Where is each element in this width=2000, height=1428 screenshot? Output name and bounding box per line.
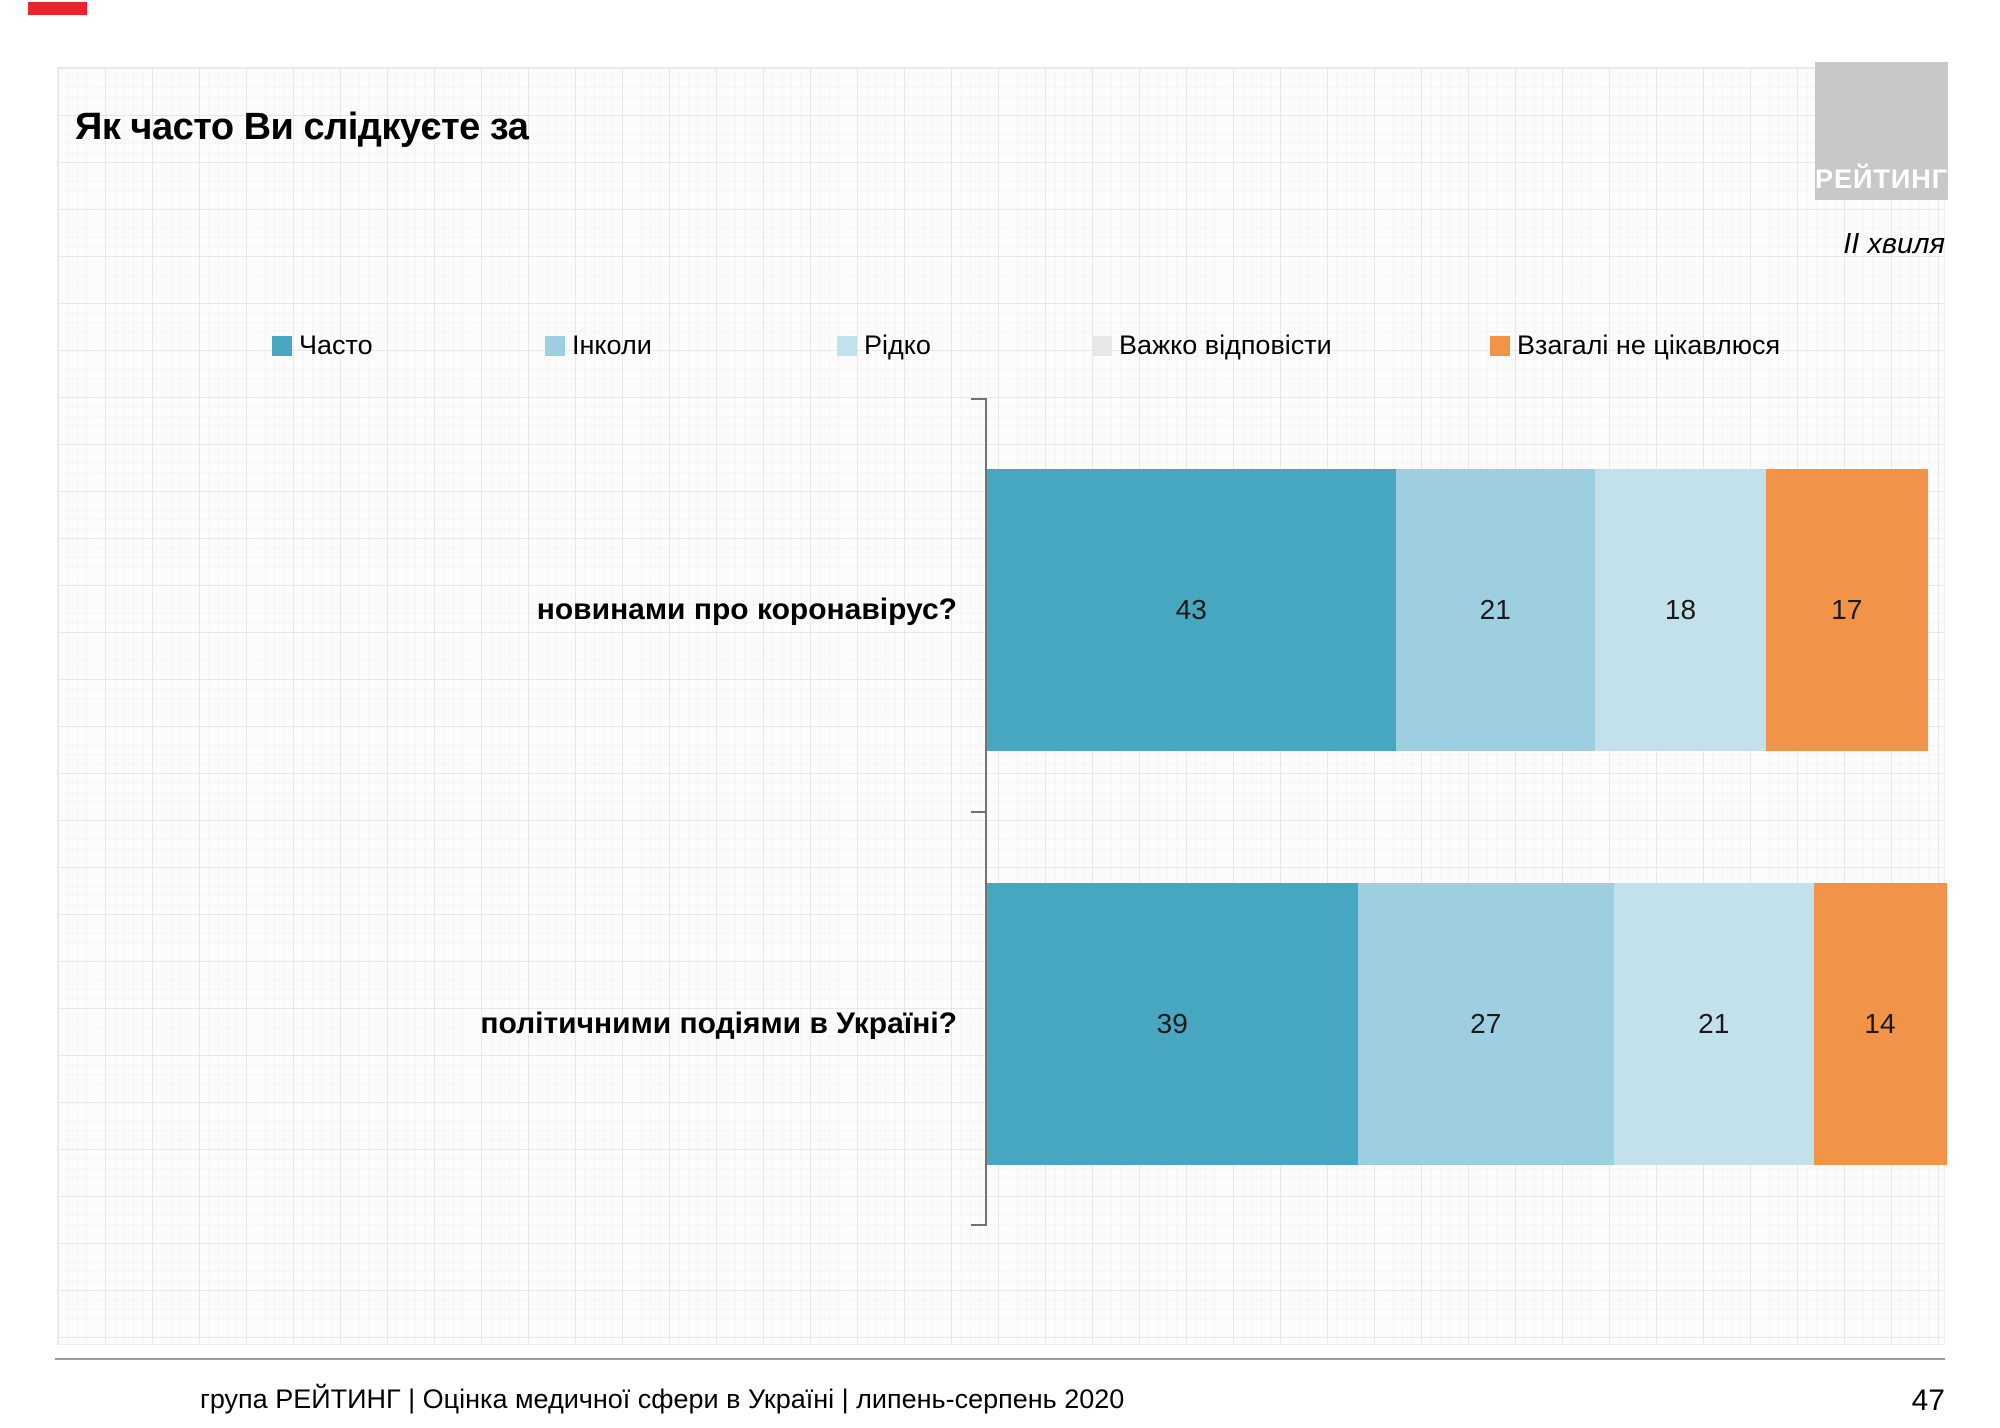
bar-value-label: 18 [1664, 594, 1697, 625]
legend-swatch-icon [272, 335, 292, 356]
bar-value-label: 39 [1156, 1008, 1188, 1039]
legend-swatch-icon [545, 335, 565, 356]
legend-label: Рідко [864, 330, 931, 360]
legend-label: Важко відповісти [1119, 330, 1332, 360]
bar-chart: новинами про коронавірус? 43 21 18 17 політич… [480, 398, 1957, 1226]
bar-value-label: 27 [1470, 1008, 1502, 1039]
bar-category-label: новинами про коронавірус? [536, 593, 957, 626]
bar-track: 43 21 18 17 [987, 469, 1928, 751]
bar-value-label: 21 [1698, 1008, 1730, 1039]
legend-swatch-icon [1092, 335, 1112, 356]
category-axis-line [985, 398, 987, 1226]
page-number: 47 [1911, 1384, 1945, 1417]
legend-label: Інколи [572, 330, 652, 360]
bar-segment: 21 [1614, 883, 1814, 1165]
legend-item: Взагалі не цікавлюся [1490, 330, 1780, 361]
bar-segment: 27 [1357, 883, 1614, 1165]
bar-segment: 39 [987, 883, 1358, 1165]
legend-item: Рідко [837, 330, 931, 361]
bar-value-label: 17 [1831, 594, 1863, 625]
legend-item: Часто [272, 330, 373, 361]
axis-tick [971, 398, 985, 400]
bar-segment: 43 [987, 469, 1396, 751]
logo-text: РЕЙТИНГ [1814, 164, 1949, 194]
legend-item: Важко відповісти [1092, 330, 1332, 361]
bar-track: 39 27 21 14 [987, 883, 1947, 1165]
page-title: Як часто Ви слідкуєте за [75, 106, 529, 148]
bar-segment: 21 [1395, 469, 1595, 751]
footer-text: група РЕЙТИНГ | Оцінка медичної сфери в … [200, 1384, 1125, 1414]
legend-label: Часто [299, 330, 373, 360]
bar-value-label: 21 [1479, 594, 1511, 625]
legend-swatch-icon [837, 335, 857, 356]
bar-segment: 18 [1595, 469, 1766, 751]
bar-segment: 17 [1766, 469, 1928, 751]
rating-group-logo: РЕЙТИНГ [1815, 62, 1948, 200]
red-corner-mark [28, 2, 87, 15]
bar-row: політичними подіями в Україні? 39 27 21 14 [480, 883, 1947, 1165]
footer-divider [55, 1358, 1945, 1360]
bar-row: новинами про коронавірус? 43 21 18 17 [537, 469, 1928, 751]
bar-value-label: 43 [1175, 594, 1207, 625]
legend-item: Інколи [545, 330, 652, 361]
legend-label: Взагалі не цікавлюся [1517, 330, 1781, 360]
wave-label: ІІ хвиля [1843, 228, 1945, 260]
legend: Часто Інколи Рідко Важко відповісти Взагалі … [0, 330, 2000, 370]
axis-tick [971, 811, 985, 813]
bar-value-label: 14 [1864, 1008, 1896, 1039]
bar-category-label: політичними подіями в Україні? [480, 1007, 957, 1040]
axis-tick [971, 1224, 985, 1226]
legend-swatch-icon [1490, 335, 1510, 356]
bar-segment: 14 [1813, 883, 1947, 1165]
